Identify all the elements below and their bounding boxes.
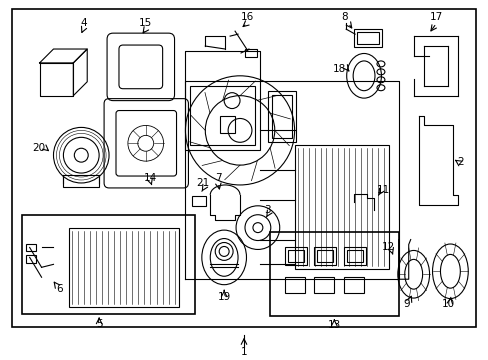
Text: 7: 7 <box>214 173 221 183</box>
Text: 10: 10 <box>441 299 454 309</box>
Bar <box>314 247 336 265</box>
Text: 12: 12 <box>382 243 395 252</box>
Text: 9: 9 <box>403 299 409 309</box>
Bar <box>294 145 388 269</box>
Bar <box>12 9 475 327</box>
Bar <box>317 251 333 262</box>
Bar <box>244 49 256 57</box>
Bar <box>63 175 99 187</box>
Bar <box>21 215 195 314</box>
Text: 5: 5 <box>96 319 102 329</box>
Text: 4: 4 <box>80 18 86 28</box>
Text: 6: 6 <box>56 284 62 294</box>
Text: 16: 16 <box>240 12 253 22</box>
Bar <box>353 29 381 47</box>
Bar <box>267 91 295 142</box>
Bar <box>69 228 178 307</box>
Text: 11: 11 <box>377 185 390 195</box>
Bar <box>26 255 36 264</box>
Bar <box>287 251 303 262</box>
Text: 19: 19 <box>217 292 230 302</box>
Bar <box>346 251 362 262</box>
Text: 20: 20 <box>32 143 45 153</box>
Bar <box>190 86 254 145</box>
Bar <box>269 231 398 316</box>
Text: 15: 15 <box>139 18 152 28</box>
Bar <box>344 277 364 293</box>
Text: 21: 21 <box>196 178 209 188</box>
Bar <box>314 277 334 293</box>
Bar <box>26 243 36 251</box>
Text: 3: 3 <box>264 205 270 215</box>
Bar <box>192 196 206 206</box>
Bar <box>220 116 235 133</box>
Bar <box>284 247 306 265</box>
Text: 8: 8 <box>340 12 347 22</box>
Bar <box>356 32 378 44</box>
Bar <box>284 277 304 293</box>
Bar <box>271 95 291 138</box>
Text: 14: 14 <box>144 173 157 183</box>
Text: 1: 1 <box>240 347 247 357</box>
Text: 17: 17 <box>429 12 442 22</box>
Bar <box>185 81 259 150</box>
Text: 2: 2 <box>456 157 463 167</box>
Bar <box>344 247 366 265</box>
Text: 18: 18 <box>332 64 345 74</box>
Text: 13: 13 <box>327 320 340 330</box>
